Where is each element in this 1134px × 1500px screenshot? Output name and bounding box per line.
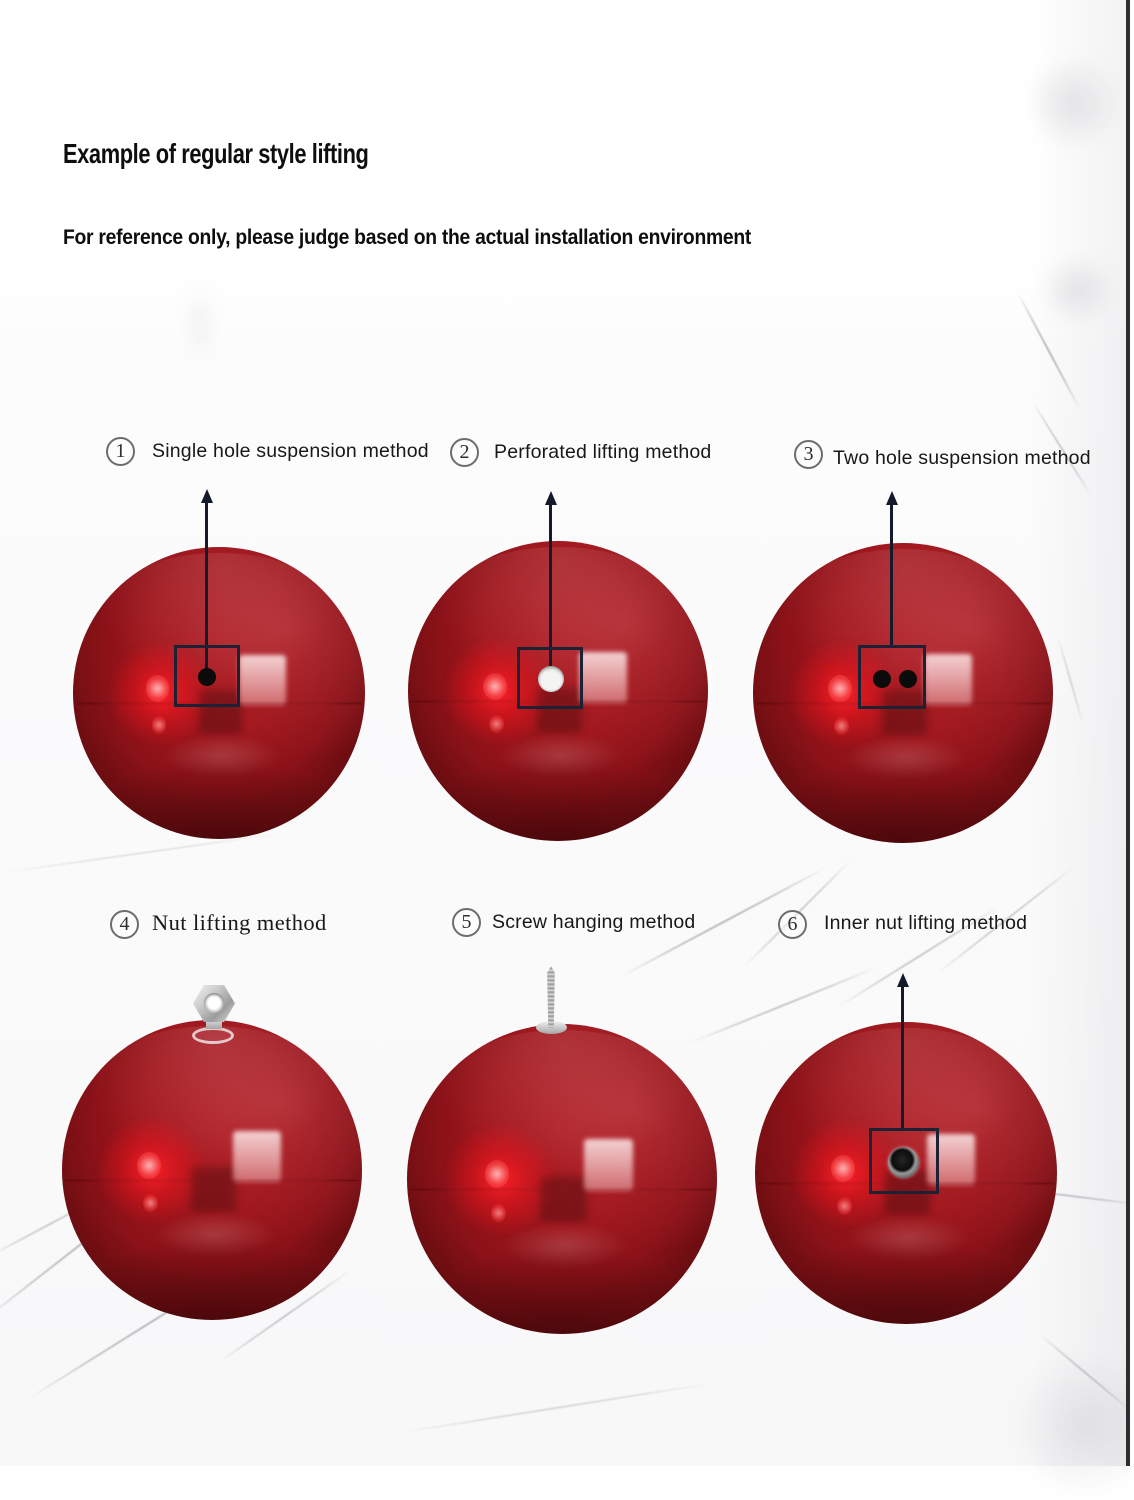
nut-neck (206, 1019, 222, 1029)
sphere-seam-line (753, 702, 1053, 705)
right-hole-dot (899, 670, 917, 688)
sphere-window-reflection (233, 1131, 281, 1182)
sphere-window-reflection (927, 1133, 976, 1186)
sphere-bottom-reflection (498, 733, 624, 778)
socket-area-square-marker (869, 1128, 939, 1194)
hole-area-square-marker (517, 647, 583, 709)
method-6-label: Inner nut lifting method (824, 912, 1028, 934)
marble-blotch (1025, 55, 1120, 150)
method-1-label: Single hole suspension method (152, 440, 429, 462)
red-sphere-perforated (408, 541, 708, 841)
image-right-edge-line (1126, 0, 1130, 1466)
sphere-window-reflection (579, 652, 627, 703)
lift-direction-arrow-line (549, 502, 552, 679)
nut-mount-ring (192, 1027, 234, 1044)
sphere-seam-line (62, 1179, 362, 1182)
page-subtitle: For reference only, please judge based o… (63, 226, 752, 249)
lift-direction-arrow-line (890, 502, 893, 648)
sphere-highlight-spot (137, 1152, 161, 1179)
red-sphere-two-hole (753, 543, 1053, 843)
method-4-label: Nut lifting method (152, 910, 327, 935)
method-3-number-badge: 3 (794, 440, 823, 469)
hex-nut-hole (204, 993, 224, 1013)
hole-area-square-marker (174, 645, 240, 707)
sphere-dark-reflection (191, 1167, 236, 1212)
red-sphere-single-hole (73, 547, 365, 839)
sphere-window-reflection (583, 1138, 634, 1192)
sphere-dark-reflection (537, 688, 582, 733)
sphere-dark-reflection (540, 1175, 587, 1223)
method-1-number-badge: 1 (106, 437, 135, 466)
lift-direction-arrow-head (896, 973, 909, 987)
sphere-highlight-spot (143, 1194, 158, 1212)
sphere-highlight-spot (830, 1154, 855, 1183)
single-hole-dot (198, 668, 216, 686)
inner-nut-socket (888, 1147, 919, 1178)
red-sphere-screw-hanging (407, 1024, 717, 1334)
sphere-highlight-spot (146, 675, 170, 702)
method-3-label: Two hole suspension method (833, 447, 1091, 469)
marble-blotch (182, 285, 218, 365)
sphere-highlight-spot (489, 715, 504, 733)
sphere-bottom-reflection (843, 735, 969, 780)
hanging-screw (547, 966, 555, 1028)
method-5-label: Screw hanging method (492, 911, 696, 933)
sphere-seam-line (407, 1188, 717, 1192)
lift-direction-arrow-line (901, 984, 904, 1128)
marble-blotch (1040, 255, 1115, 325)
lift-direction-arrow-head (885, 491, 898, 505)
sphere-highlight-spot (484, 1160, 510, 1189)
sphere-highlight-spot (483, 673, 507, 700)
method-4-number-badge: 4 (110, 910, 139, 939)
sphere-bottom-reflection (160, 733, 284, 778)
sphere-dark-reflection (882, 690, 927, 735)
sphere-bottom-reflection (152, 1212, 278, 1257)
through-hole (538, 666, 564, 692)
sphere-highlight-spot (828, 675, 852, 702)
sphere-seam-line (755, 1182, 1057, 1186)
method-5-number-badge: 5 (452, 908, 481, 937)
sphere-bottom-reflection (845, 1215, 973, 1261)
red-sphere-nut-lifting (62, 1020, 362, 1320)
sphere-dark-reflection (198, 690, 243, 734)
sphere-highlight-spot (834, 717, 849, 735)
sphere-highlight-spot (151, 716, 167, 734)
sphere-highlight-spot (836, 1197, 852, 1216)
method-2-number-badge: 2 (450, 438, 479, 467)
page-title: Example of regular style lifting (63, 138, 369, 169)
sphere-bottom-reflection (500, 1222, 631, 1269)
sphere-window-reflection (239, 655, 287, 705)
sphere-window-reflection (924, 654, 972, 705)
hole-area-square-marker (858, 645, 926, 709)
sphere-seam-line (408, 700, 708, 703)
left-hole-dot (873, 670, 891, 688)
image-right-margin (1130, 0, 1134, 1466)
sphere-highlight-spot (490, 1203, 507, 1223)
method-2-label: Perforated lifting method (494, 441, 712, 463)
sphere-seam-line (73, 701, 365, 705)
lift-direction-arrow-head (544, 491, 557, 505)
lift-direction-arrow-head (200, 489, 213, 503)
lift-direction-arrow-line (205, 500, 208, 677)
method-6-number-badge: 6 (778, 910, 807, 939)
